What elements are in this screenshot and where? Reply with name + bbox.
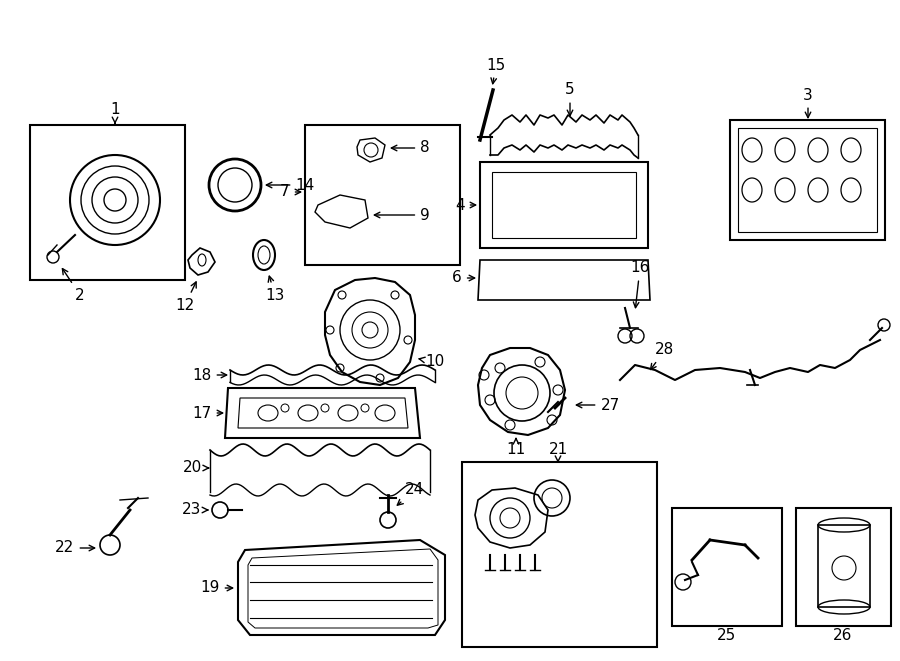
- Text: 25: 25: [717, 627, 736, 642]
- Text: 16: 16: [630, 260, 650, 307]
- Bar: [672, 508, 782, 626]
- Bar: [818, 525, 870, 607]
- Bar: [30, 125, 185, 280]
- Text: 15: 15: [486, 58, 506, 84]
- Text: 23: 23: [183, 502, 208, 518]
- Text: 13: 13: [266, 276, 284, 303]
- Bar: [462, 462, 657, 647]
- Text: 2: 2: [62, 268, 85, 303]
- Text: 14: 14: [266, 178, 315, 192]
- Text: 27: 27: [576, 397, 619, 412]
- Text: 18: 18: [193, 368, 227, 383]
- Text: 8: 8: [392, 141, 430, 155]
- Bar: [796, 508, 891, 626]
- Text: 4: 4: [455, 198, 476, 212]
- Text: 24: 24: [397, 483, 425, 505]
- Bar: [730, 120, 885, 240]
- Bar: [738, 128, 877, 232]
- Text: 11: 11: [507, 438, 526, 457]
- Text: 9: 9: [374, 208, 430, 223]
- Text: 5: 5: [565, 83, 575, 116]
- Text: 26: 26: [833, 627, 852, 642]
- Text: 7: 7: [280, 184, 301, 200]
- Text: 22: 22: [56, 541, 94, 555]
- Text: 20: 20: [184, 461, 209, 475]
- Text: 3: 3: [803, 87, 813, 118]
- Text: 1: 1: [110, 102, 120, 124]
- Text: 19: 19: [201, 580, 233, 596]
- Bar: [305, 125, 460, 265]
- Text: 17: 17: [193, 405, 222, 420]
- Text: 12: 12: [176, 282, 196, 313]
- Text: 21: 21: [548, 442, 568, 461]
- Text: 28: 28: [651, 342, 675, 369]
- Text: 10: 10: [419, 354, 445, 369]
- Text: 6: 6: [452, 270, 474, 286]
